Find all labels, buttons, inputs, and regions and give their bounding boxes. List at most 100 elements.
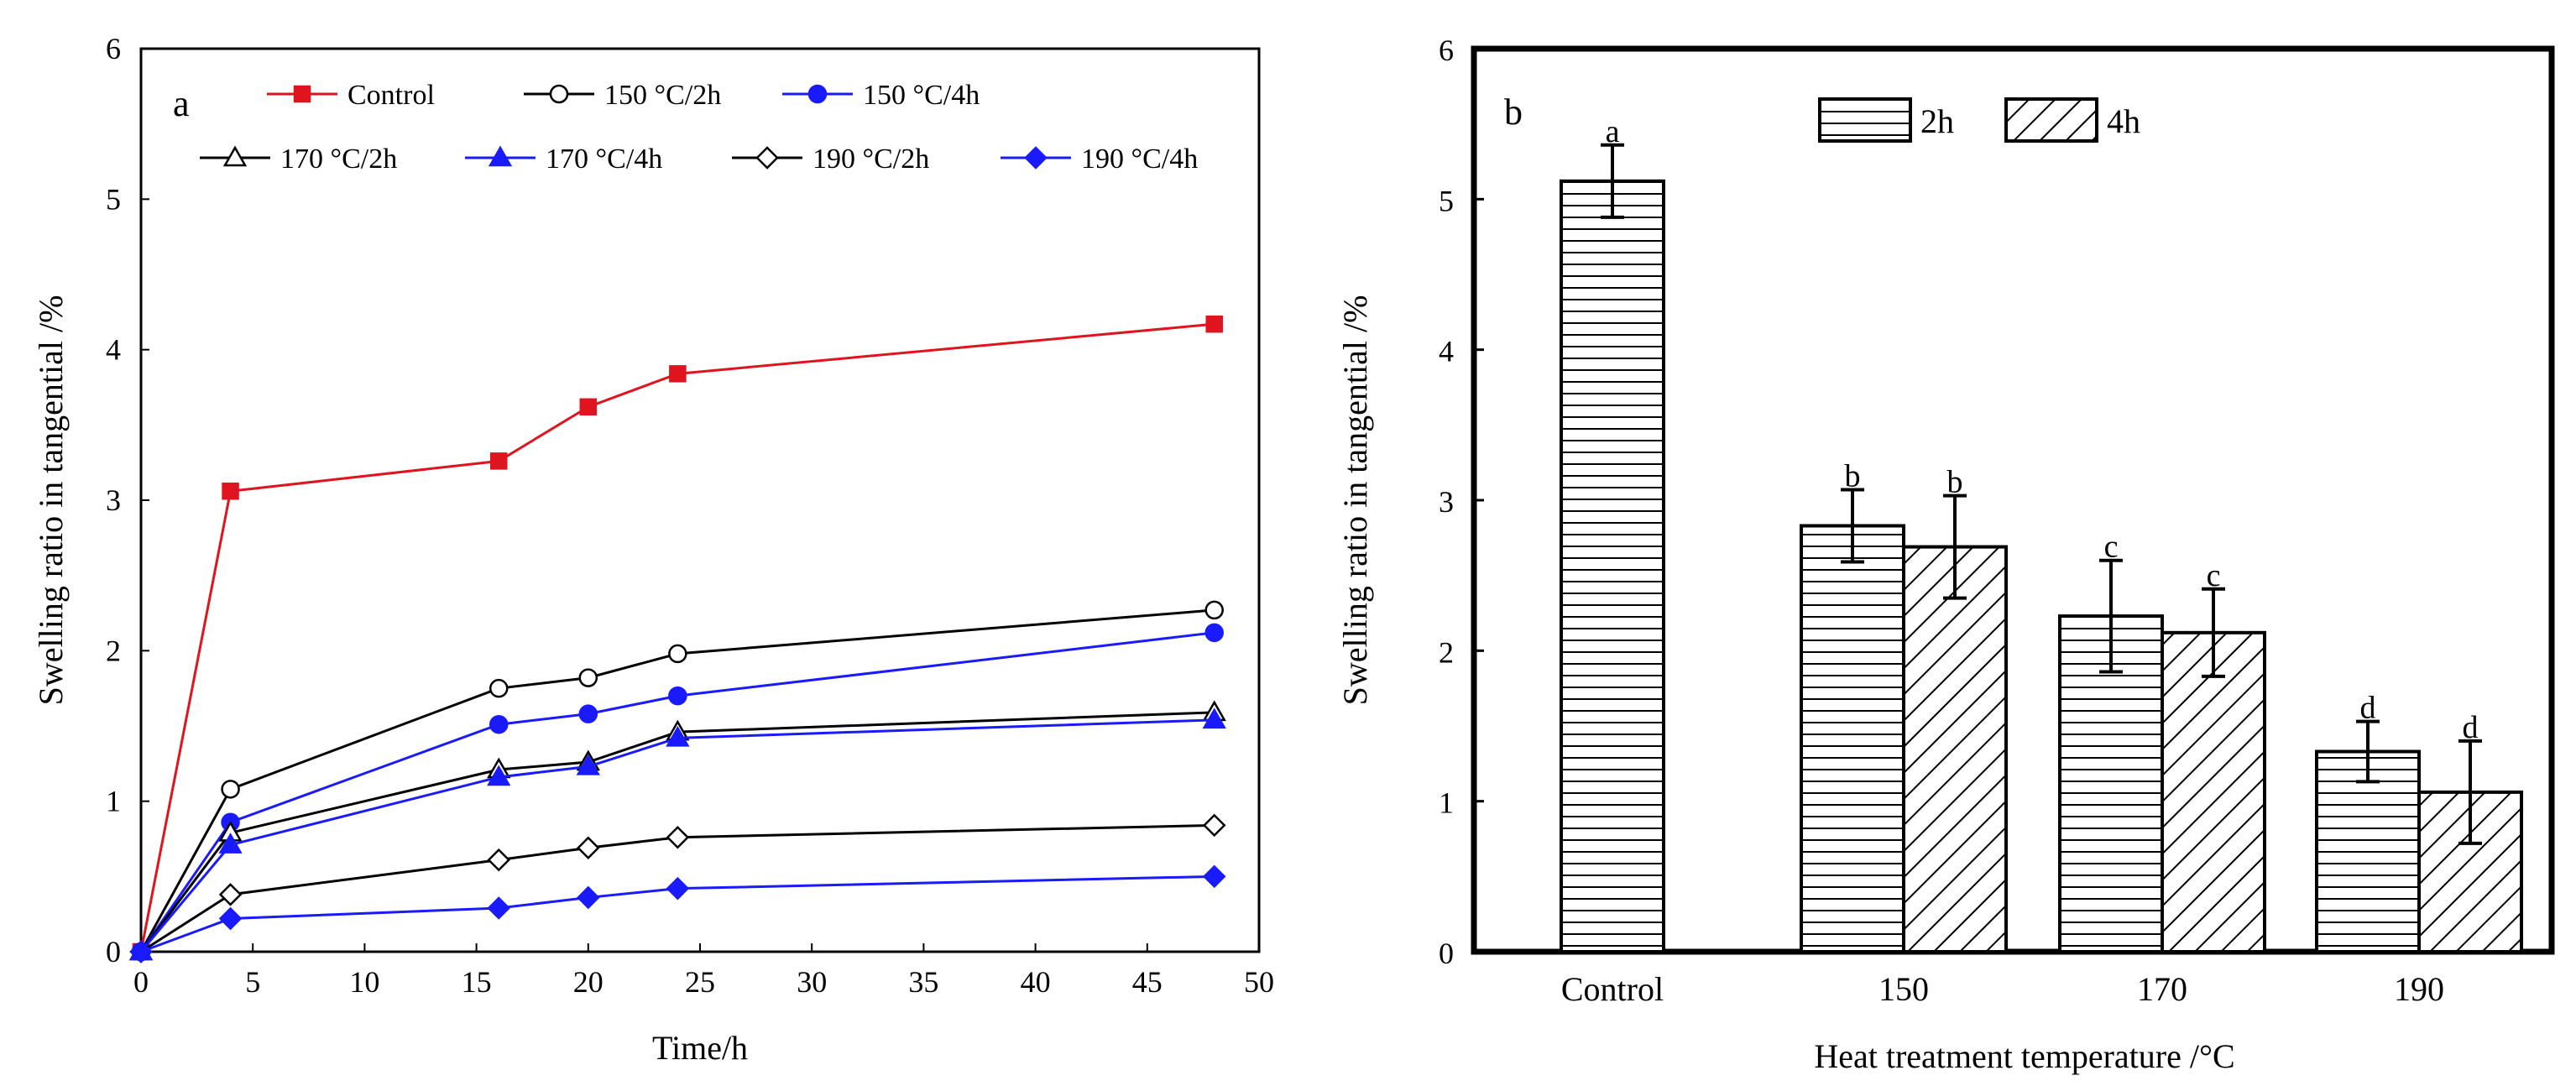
panel-b-legend-item: 4h: [2004, 97, 2140, 143]
panel-a-legend-marker: [807, 84, 828, 104]
panel-a-x-tick-label: 15: [462, 965, 492, 999]
panel-b-legend-swatch: [2004, 97, 2098, 143]
panel-a-y-tick-label: 2: [106, 634, 121, 667]
panel-a-legend-label: 190 °C/4h: [1081, 144, 1198, 175]
panel-b-y-tick-label: 0: [1439, 937, 1454, 970]
panel-a-data-point: [578, 668, 598, 687]
panel-a-series-4: [128, 707, 1226, 961]
panel-b-bar: [2315, 749, 2421, 954]
panel-a-data-point: [487, 765, 511, 786]
panel-a-legend-item: 190 °C/2h: [732, 144, 929, 175]
panel-a-x-axis-title: Time/h: [652, 1029, 748, 1067]
panel-a-x-tick-label: 35: [908, 965, 938, 999]
panel-a-legend-item: 150 °C/4h: [782, 80, 980, 111]
panel-b-significance-letter: c: [2207, 558, 2221, 593]
panel-b-category-label: 190: [2394, 970, 2444, 1008]
panel-a-y-tick-label: 4: [106, 333, 121, 367]
panel-b-significance-letter: b: [1947, 465, 1963, 500]
panel-a-legend-label: 190 °C/2h: [813, 144, 929, 175]
panel-b-y-axis-title: Swelling ratio in tangential /%: [1336, 295, 1374, 706]
panel-a-data-point: [579, 398, 598, 416]
panel-a-data-point: [576, 754, 600, 775]
panel-b-group-170: c c 170: [2058, 530, 2266, 1008]
panel-a-plot-frame: [139, 47, 1261, 953]
panel-a-data-point: [218, 906, 243, 931]
panel-a-data-point: [577, 885, 600, 910]
panel-a-legend-item: 170 °C/2h: [200, 144, 397, 175]
panel-a-data-point: [218, 833, 243, 854]
panel-a-legend-marker: [488, 145, 513, 167]
panel-a-data-point: [1202, 864, 1226, 889]
panel-a-series-line: [139, 608, 1215, 953]
panel-a-y-tick-label: 3: [106, 483, 121, 517]
panel-b-label: b: [1504, 91, 1523, 133]
panel-a-y-tick-label: 1: [106, 785, 121, 818]
panel-a-series-line: [139, 631, 1215, 953]
panel-a-x-tick-label: 5: [245, 965, 260, 999]
panel-a-series-line: [139, 718, 1215, 953]
panel-b-group-190: d d 190: [2315, 691, 2523, 1008]
panel-b-legend-item: 2h: [1818, 97, 1954, 143]
panel-a-data-point: [668, 644, 687, 664]
panel-a-legend-label: 170 °C/2h: [280, 144, 397, 175]
panel-a-legend-marker: [1024, 146, 1048, 170]
panel-b-y-tick-label: 3: [1439, 485, 1454, 519]
panel-b-bar-chart: 0 1 2 3 4 5 6 a Control b b 150 c c 170 d d 190 b 2h 4h H…: [1336, 34, 2555, 1075]
panel-a-legend-marker: [222, 145, 248, 167]
panel-a-legend-item: 170 °C/4h: [465, 144, 662, 175]
panel-b-significance-letter: d: [2463, 710, 2479, 745]
panel-b-category-label: Control: [1561, 970, 1664, 1008]
panel-a-x-tick-label: 10: [349, 965, 379, 999]
panel-a-legend-item: Control: [267, 80, 435, 111]
panel-b-x-axis-title: Heat treatment temperature /°C: [1814, 1037, 2234, 1075]
panel-a-series-line: [140, 875, 1215, 953]
panel-a-data-point: [218, 883, 243, 906]
panel-a-legend-label: Control: [347, 80, 435, 111]
panel-b-significance-letter: b: [1845, 458, 1861, 493]
panel-b-y-tick-label: 6: [1439, 34, 1454, 67]
panel-a-label: a: [173, 83, 190, 124]
panel-a-data-point: [1204, 600, 1224, 620]
panel-a-data-point: [666, 876, 690, 901]
panel-a-data-point: [221, 780, 240, 799]
panel-a-data-point: [1202, 813, 1226, 838]
panel-b-y-tick-label: 5: [1439, 184, 1454, 217]
panel-b-bar: [2161, 630, 2266, 954]
panel-a-data-point: [489, 678, 509, 698]
panel-b-legend-label: 4h: [2107, 102, 2140, 140]
panel-b-category-label: 150: [1878, 970, 1929, 1008]
panel-a-x-tick-label: 25: [685, 965, 715, 999]
panel-b-significance-letter: a: [1606, 114, 1620, 149]
panel-a-legend-marker: [549, 84, 569, 104]
panel-a-y-axis-title: Swelling ratio in tangential /%: [32, 295, 70, 706]
panel-a-legend-marker: [755, 146, 779, 170]
panel-a-legend-label: 170 °C/4h: [546, 144, 662, 175]
panel-b-y-tick-label: 1: [1439, 786, 1454, 820]
panel-a-data-point: [129, 940, 153, 963]
panel-b-significance-letter: d: [2360, 691, 2376, 726]
panel-a-legend-label: 150 °C/2h: [604, 80, 721, 111]
panel-a-data-point: [1205, 315, 1223, 333]
panel-a-legend-item: 190 °C/4h: [1001, 144, 1198, 175]
panel-a-y-tick-label: 0: [106, 935, 121, 969]
panel-a-data-point: [487, 848, 511, 872]
panel-a-data-point: [668, 686, 687, 706]
panel-a-series-line: [140, 823, 1215, 953]
panel-b-category-label: 170: [2137, 970, 2187, 1008]
panel-b-bar: [1902, 545, 2008, 953]
panel-a-legend-item: 150 °C/2h: [524, 80, 721, 111]
panel-a-y-tick-label: 6: [106, 32, 121, 65]
panel-a-legend-label: 150 °C/4h: [863, 80, 980, 111]
panel-b-bar: [1560, 179, 1665, 953]
panel-a-series-line: [139, 711, 1215, 953]
panel-b-legend-swatch: [1818, 97, 1912, 143]
panel-b-group-Control: a Control: [1560, 114, 1665, 1008]
panel-a-data-point: [1204, 623, 1224, 643]
panel-a-legend-marker: [293, 85, 311, 103]
panel-a-x-tick-label: 30: [797, 965, 827, 999]
panel-a-data-point: [666, 725, 690, 747]
panel-a-x-tick-label: 0: [133, 965, 149, 999]
panel-b-bar: [1800, 524, 1905, 954]
